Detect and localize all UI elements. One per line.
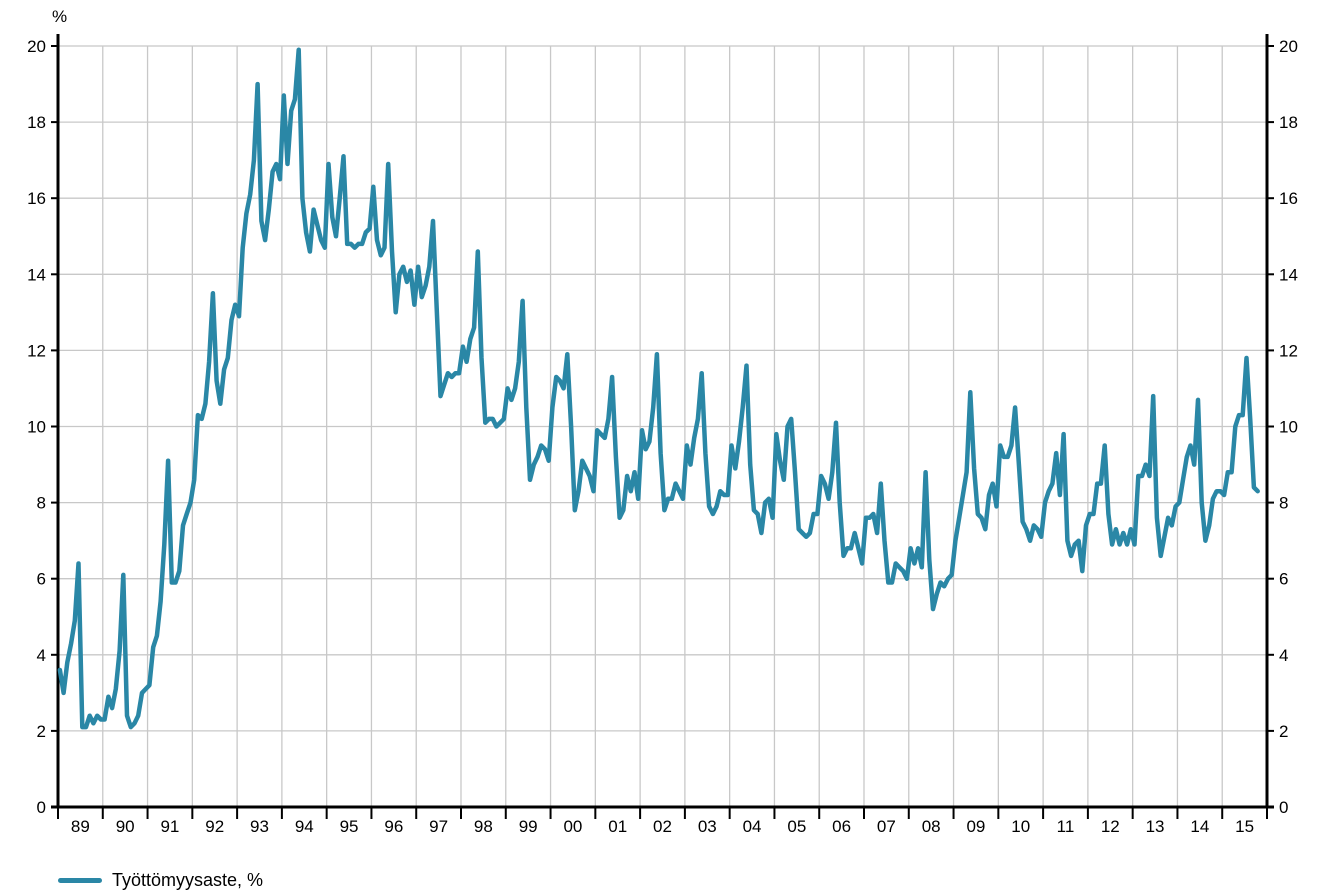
tick-label-left-4: 4 [37, 646, 46, 665]
tick-label-x-97: 97 [429, 817, 448, 836]
tick-label-x-94: 94 [295, 817, 314, 836]
tick-label-left-16: 16 [27, 189, 46, 208]
horizontal-gridlines [58, 45, 1267, 732]
tick-label-x-08: 08 [922, 817, 941, 836]
tick-label-left-20: 20 [27, 37, 46, 56]
axes [51, 34, 1274, 809]
tick-label-x-15: 15 [1235, 817, 1254, 836]
tick-label-x-91: 91 [160, 817, 179, 836]
tick-label-right-4: 4 [1279, 646, 1288, 665]
tick-label-x-00: 00 [563, 817, 582, 836]
y-axis-left-ticks: 0 2 4 6 8 10 12 14 16 18 20 [27, 37, 58, 817]
legend: Työttömyysaste, % [58, 868, 263, 892]
tick-label-x-93: 93 [250, 817, 269, 836]
tick-label-left-6: 6 [37, 570, 46, 589]
tick-label-left-8: 8 [37, 494, 46, 513]
tick-label-x-90: 90 [116, 817, 135, 836]
tick-label-x-04: 04 [743, 817, 762, 836]
tick-label-left-10: 10 [27, 418, 46, 437]
vertical-gridlines [102, 46, 1223, 807]
tick-label-x-89: 89 [71, 817, 90, 836]
tick-label-x-96: 96 [384, 817, 403, 836]
tick-label-x-14: 14 [1190, 817, 1209, 836]
tick-label-x-07: 07 [877, 817, 896, 836]
x-axis-ticks: 89 90 91 92 93 94 95 96 97 98 99 00 01 02 03 04 05 06 07 08… [57, 807, 1268, 836]
tick-label-x-09: 09 [966, 817, 985, 836]
tick-label-right-12: 12 [1279, 341, 1298, 360]
tick-label-left-18: 18 [27, 113, 46, 132]
tick-label-right-8: 8 [1279, 494, 1288, 513]
tick-label-left-2: 2 [37, 722, 46, 741]
tick-label-right-16: 16 [1279, 189, 1298, 208]
tick-label-x-06: 06 [832, 817, 851, 836]
tick-label-x-01: 01 [608, 817, 627, 836]
legend-swatch [58, 877, 102, 883]
tick-label-x-99: 99 [519, 817, 538, 836]
tick-label-right-18: 18 [1279, 113, 1298, 132]
tick-label-x-03: 03 [698, 817, 717, 836]
tick-label-x-05: 05 [787, 817, 806, 836]
legend-label-series: Työttömyysaste, % [112, 869, 264, 890]
y-axis-unit-label: % [52, 7, 67, 26]
series-line-0 [57, 47, 1260, 730]
series-layer [57, 47, 1260, 730]
tick-label-right-14: 14 [1279, 265, 1298, 284]
tick-label-x-95: 95 [340, 817, 359, 836]
y-axis-right-ticks: 0 2 4 6 8 10 12 14 16 18 20 [1267, 37, 1298, 817]
tick-label-right-2: 2 [1279, 722, 1288, 741]
tick-label-x-12: 12 [1101, 817, 1120, 836]
tick-label-right-6: 6 [1279, 570, 1288, 589]
tick-label-left-14: 14 [27, 265, 46, 284]
tick-label-left-0: 0 [37, 798, 46, 817]
tick-label-left-12: 12 [27, 341, 46, 360]
tick-label-x-98: 98 [474, 817, 493, 836]
tick-label-x-92: 92 [205, 817, 224, 836]
tick-label-x-10: 10 [1011, 817, 1030, 836]
tick-label-x-02: 02 [653, 817, 672, 836]
tick-label-right-0: 0 [1279, 798, 1288, 817]
tick-label-right-10: 10 [1279, 418, 1298, 437]
tick-label-x-13: 13 [1146, 817, 1165, 836]
tick-label-right-20: 20 [1279, 37, 1298, 56]
tick-label-x-11: 11 [1057, 817, 1075, 836]
